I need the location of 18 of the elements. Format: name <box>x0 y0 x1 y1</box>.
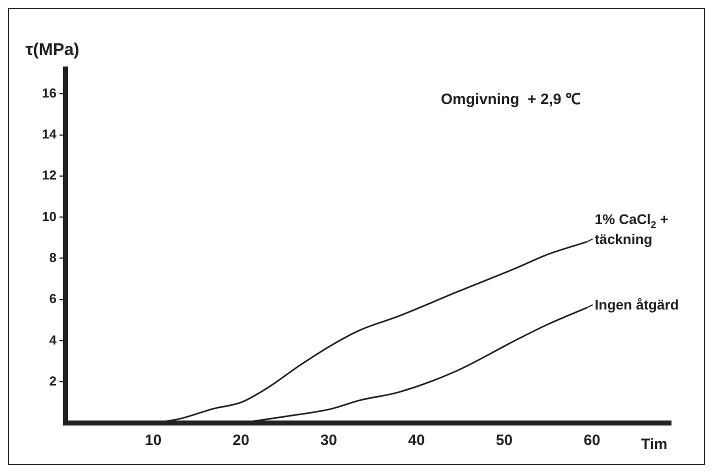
y-tick-label: 6 <box>49 291 56 306</box>
x-axis-title: Tim <box>641 436 668 453</box>
y-tick-label: 4 <box>49 332 58 348</box>
x-tick-label: 10 <box>144 432 162 450</box>
x-tick-label: 20 <box>232 432 250 450</box>
x-tick-label: 40 <box>408 432 425 450</box>
y-axis-title: τ(MPa) <box>25 40 80 59</box>
y-tick-label: 10 <box>42 208 56 224</box>
y-tick-label: 14 <box>42 126 58 142</box>
y-tick-label: 12 <box>42 168 56 183</box>
x-tick-label: 60 <box>584 432 600 450</box>
y-tick-label: 8 <box>49 250 56 265</box>
annotation: Omgivning + 2,9 ℃ <box>440 91 581 108</box>
legend-label: Ingen åtgärd <box>594 296 679 313</box>
x-tick-label: 50 <box>496 432 513 450</box>
y-tick-label: 16 <box>42 85 56 100</box>
y-tick-label: 2 <box>49 373 56 388</box>
x-tick-label: 30 <box>320 432 338 450</box>
